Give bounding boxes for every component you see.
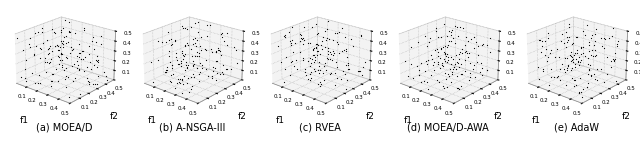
Text: (b) A-NSGA-III: (b) A-NSGA-III <box>159 122 225 132</box>
X-axis label: f1: f1 <box>276 116 285 125</box>
Text: (c) RVEA: (c) RVEA <box>299 122 341 132</box>
X-axis label: f1: f1 <box>532 116 541 125</box>
Y-axis label: f2: f2 <box>237 112 246 121</box>
X-axis label: f1: f1 <box>20 116 29 125</box>
Text: (e) AdaW: (e) AdaW <box>554 122 598 132</box>
Y-axis label: f2: f2 <box>493 112 502 121</box>
Y-axis label: f2: f2 <box>365 112 374 121</box>
X-axis label: f1: f1 <box>148 116 157 125</box>
Text: (d) MOEA/D-AWA: (d) MOEA/D-AWA <box>407 122 489 132</box>
X-axis label: f1: f1 <box>404 116 413 125</box>
Y-axis label: f2: f2 <box>621 112 630 121</box>
Text: (a) MOEA/D: (a) MOEA/D <box>36 122 92 132</box>
Y-axis label: f2: f2 <box>109 112 118 121</box>
